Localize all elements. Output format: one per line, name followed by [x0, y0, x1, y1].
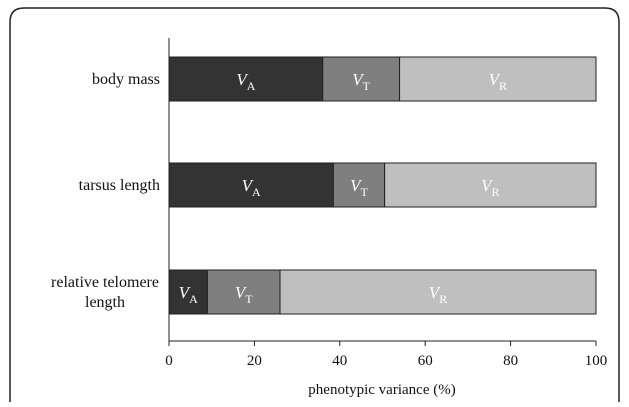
- bar-segment-label-t-0: VT: [352, 70, 370, 93]
- x-tick-label-2: 40: [332, 353, 347, 369]
- category-labels: body mass tarsus length relative telomere l…: [51, 71, 160, 311]
- x-tick-label-1: 20: [247, 353, 262, 369]
- x-axis-title: phenotypic variance (%): [308, 382, 455, 398]
- bar-segment-label-r-1: VR: [481, 176, 499, 199]
- category-label-0: body mass: [92, 71, 160, 88]
- panel-border: [9, 7, 620, 402]
- bars-layer: VA VT VR VA VT VR VA VT VR: [168, 56, 597, 315]
- bar-segment-label-a-1: VA: [242, 176, 261, 199]
- bar-segment-t-1: [332, 162, 386, 208]
- bar-segment-t-0: [322, 56, 401, 102]
- x-tick-label-5: 100: [585, 353, 608, 369]
- bar-segment-a-2: [168, 269, 208, 315]
- x-axis: 0 20 40 60 80 100: [165, 38, 607, 369]
- bar-segment-t-2: [206, 269, 281, 315]
- bar-segment-r-2: [279, 269, 597, 315]
- bar-segment-r-0: [399, 56, 597, 102]
- bar-segment-label-r-2: VR: [429, 283, 447, 306]
- x-tick-label-4: 80: [503, 353, 518, 369]
- bar-segment-label-a-2: VA: [179, 283, 198, 306]
- x-tick-label-3: 60: [418, 353, 433, 369]
- category-label-1: tarsus length: [79, 177, 160, 194]
- bar-segment-label-t-1: VT: [350, 176, 368, 199]
- bar-segment-r-1: [384, 162, 597, 208]
- x-tick-label-0: 0: [165, 353, 173, 369]
- bar-segment-label-a-0: VA: [236, 70, 255, 93]
- bar-segment-label-t-2: VT: [235, 283, 253, 306]
- bar-segment-label-r-0: VR: [489, 70, 507, 93]
- category-label-2: relative telomere length: [51, 274, 159, 311]
